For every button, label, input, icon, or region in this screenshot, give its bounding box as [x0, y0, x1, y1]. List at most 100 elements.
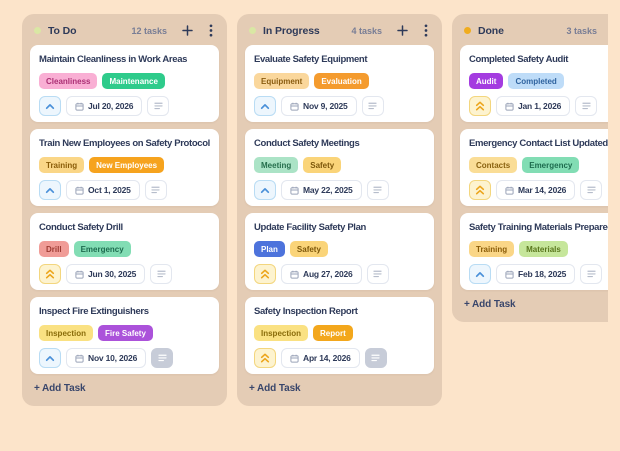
- priority-high-badge[interactable]: [469, 180, 491, 200]
- priority-medium-badge[interactable]: [39, 96, 61, 116]
- priority-medium-badge[interactable]: [254, 180, 276, 200]
- due-date-pill[interactable]: Oct 1, 2025: [66, 180, 140, 200]
- add-task-button[interactable]: + Add Task: [34, 383, 86, 394]
- tag: Maintenance: [102, 73, 165, 89]
- priority-medium-badge[interactable]: [39, 180, 61, 200]
- tag-list: Drill Emergency: [39, 241, 210, 257]
- due-date-pill[interactable]: Mar 14, 2026: [496, 180, 576, 200]
- card-footer: May 22, 2025: [254, 180, 425, 200]
- notes-lines-icon: [154, 102, 163, 110]
- card-footer: Nov 10, 2026: [39, 348, 210, 368]
- tag: Emergency: [73, 241, 131, 257]
- priority-medium-badge[interactable]: [469, 264, 491, 284]
- tag: Completed: [508, 73, 564, 89]
- priority-high-badge[interactable]: [469, 96, 491, 116]
- status-dot-icon: [249, 27, 256, 34]
- due-date-pill[interactable]: Aug 27, 2026: [281, 264, 362, 284]
- task-card[interactable]: Emergency Contact List Updated Contacts Em…: [460, 129, 608, 206]
- due-date-pill[interactable]: Jan 1, 2026: [496, 96, 571, 116]
- due-date-pill[interactable]: May 22, 2025: [281, 180, 362, 200]
- chevron-up-icon: [45, 355, 55, 362]
- calendar-icon: [290, 354, 299, 363]
- priority-medium-badge[interactable]: [254, 96, 276, 116]
- task-card[interactable]: Inspect Fire Extinguishers Inspection Fire…: [30, 297, 219, 374]
- tag-list: Audit Completed: [469, 73, 608, 89]
- due-date-text: Oct 1, 2025: [88, 185, 131, 195]
- due-date-pill[interactable]: Jul 20, 2026: [66, 96, 143, 116]
- add-task-button[interactable]: + Add Task: [464, 299, 516, 310]
- card-title: Update Facility Safety Plan: [254, 222, 366, 233]
- task-card[interactable]: Update Facility Safety Plan Plan Safety Aug…: [245, 213, 434, 290]
- tag: Materials: [519, 241, 568, 257]
- notes-button[interactable]: [151, 348, 174, 368]
- task-card[interactable]: Safety Training Materials Prepared Traini…: [460, 213, 608, 290]
- cards-list: Completed Safety Audit Audit Completed Jan …: [452, 45, 608, 290]
- card-title: Conduct Safety Drill: [39, 222, 123, 233]
- notes-button[interactable]: [575, 96, 598, 116]
- tag: Plan: [254, 241, 285, 257]
- due-date-text: Feb 18, 2025: [518, 269, 567, 279]
- tag-list: Cleanliness Maintenance: [39, 73, 210, 89]
- priority-high-badge[interactable]: [254, 348, 276, 368]
- tag-list: Inspection Fire Safety: [39, 325, 210, 341]
- priority-high-badge[interactable]: [254, 264, 276, 284]
- notes-button[interactable]: [366, 180, 389, 200]
- tag: Emergency: [522, 157, 580, 173]
- notes-button[interactable]: [150, 264, 173, 284]
- task-count: 3 tasks: [566, 25, 597, 36]
- plus-icon[interactable]: [182, 25, 193, 36]
- double-chevron-up-icon: [260, 353, 270, 363]
- notes-button[interactable]: [580, 180, 603, 200]
- due-date-pill[interactable]: Jun 30, 2025: [66, 264, 146, 284]
- task-card[interactable]: Safety Inspection Report Inspection Report…: [245, 297, 434, 374]
- due-date-text: Nov 10, 2026: [88, 353, 138, 363]
- notes-button[interactable]: [361, 96, 384, 116]
- notes-button[interactable]: [144, 180, 167, 200]
- due-date-text: Jul 20, 2026: [88, 101, 134, 111]
- notes-button[interactable]: [366, 264, 389, 284]
- task-card[interactable]: Conduct Safety Meetings Meeting Safety May …: [245, 129, 434, 206]
- due-date-pill[interactable]: Nov 10, 2026: [66, 348, 147, 368]
- double-chevron-up-icon: [475, 101, 485, 111]
- due-date-text: Mar 14, 2026: [518, 185, 567, 195]
- card-title: Completed Safety Audit: [469, 54, 569, 65]
- chevron-up-icon: [260, 187, 270, 194]
- task-card[interactable]: Completed Safety Audit Audit Completed Jan …: [460, 45, 608, 122]
- task-card[interactable]: Conduct Safety Drill Drill Emergency Jun 30…: [30, 213, 219, 290]
- due-date-pill[interactable]: Apr 14, 2026: [281, 348, 360, 368]
- tag: Equipment: [254, 73, 310, 89]
- card-title: Inspect Fire Extinguishers: [39, 306, 149, 317]
- kebab-menu-icon[interactable]: [207, 24, 215, 37]
- notes-lines-icon: [587, 270, 596, 278]
- plus-icon[interactable]: [397, 25, 408, 36]
- double-chevron-up-icon: [45, 269, 55, 279]
- tag: Training: [39, 157, 85, 173]
- card-footer: Aug 27, 2026: [254, 264, 425, 284]
- column-done: Done 3 tasks Completed Safety Audit Audit Co…: [452, 14, 608, 322]
- notes-lines-icon: [368, 102, 377, 110]
- add-task-button[interactable]: + Add Task: [249, 383, 301, 394]
- task-card[interactable]: Train New Employees on Safety Protocols T…: [30, 129, 219, 206]
- calendar-icon: [505, 186, 514, 195]
- task-card[interactable]: Maintain Cleanliness in Work Areas Cleanl…: [30, 45, 219, 122]
- priority-medium-badge[interactable]: [39, 348, 61, 368]
- column-to-do: To Do 12 tasks Maintain Cleanliness in Wor…: [22, 14, 227, 406]
- column-header: Done 3 tasks: [452, 14, 608, 45]
- due-date-pill[interactable]: Nov 9, 2025: [281, 96, 357, 116]
- double-chevron-up-icon: [260, 269, 270, 279]
- tag: Inspection: [254, 325, 309, 341]
- notes-button[interactable]: [580, 264, 603, 284]
- cards-list: Evaluate Safety Equipment Equipment Evalua…: [237, 45, 442, 374]
- notes-button[interactable]: [147, 96, 170, 116]
- tag: Inspection: [39, 325, 94, 341]
- notes-button[interactable]: [364, 348, 387, 368]
- due-date-pill[interactable]: Feb 18, 2025: [496, 264, 576, 284]
- card-footer: Jun 30, 2025: [39, 264, 210, 284]
- notes-lines-icon: [151, 186, 160, 194]
- task-card[interactable]: Evaluate Safety Equipment Equipment Evalua…: [245, 45, 434, 122]
- kebab-menu-icon[interactable]: [422, 24, 430, 37]
- tag-list: Inspection Report: [254, 325, 425, 341]
- card-footer: Jul 20, 2026: [39, 96, 210, 116]
- priority-high-badge[interactable]: [39, 264, 61, 284]
- chevron-up-icon: [45, 103, 55, 110]
